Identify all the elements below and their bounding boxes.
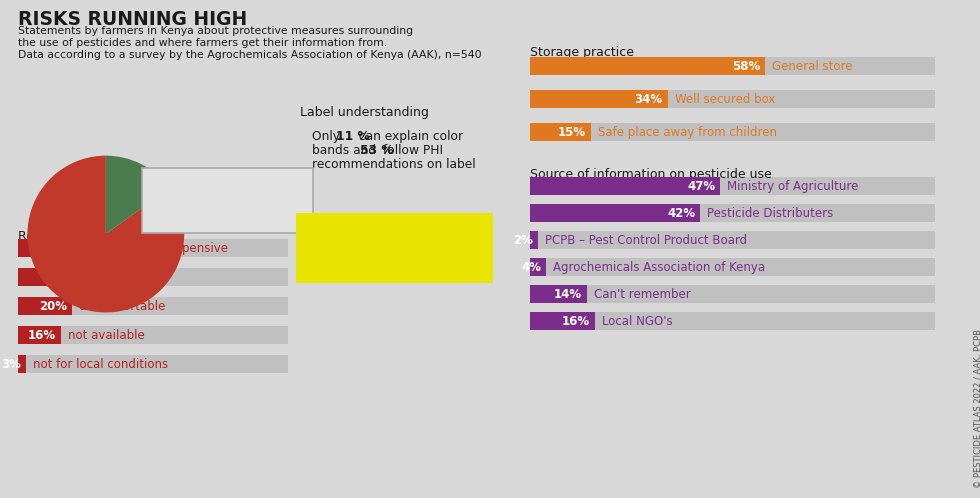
- Wedge shape: [106, 156, 170, 234]
- Text: uncomfortable: uncomfortable: [79, 299, 166, 313]
- Text: 11 %: 11 %: [336, 130, 369, 143]
- Bar: [530, 312, 595, 330]
- Bar: [18, 239, 161, 257]
- Text: 16%: 16%: [562, 315, 590, 328]
- Bar: [18, 297, 72, 315]
- Bar: [530, 57, 765, 75]
- Text: Safe place away from children: Safe place away from children: [598, 125, 777, 138]
- Bar: [530, 231, 935, 249]
- Text: 15%: 15%: [558, 125, 586, 138]
- Bar: [18, 355, 288, 373]
- Bar: [18, 268, 82, 286]
- Bar: [530, 177, 935, 195]
- Bar: [530, 258, 935, 276]
- Text: Can't remember: Can't remember: [594, 287, 691, 300]
- Text: 47%: 47%: [687, 179, 715, 193]
- Bar: [18, 326, 288, 344]
- Text: the use of pesticides and where farmers get their information from.: the use of pesticides and where farmers …: [18, 38, 387, 48]
- Bar: [530, 231, 538, 249]
- Text: bands and: bands and: [312, 144, 380, 157]
- Bar: [530, 123, 591, 141]
- Bar: [530, 312, 935, 330]
- Text: Source of information on pesticide use: Source of information on pesticide use: [530, 168, 772, 181]
- Wedge shape: [27, 156, 184, 312]
- Text: 24%: 24%: [50, 270, 77, 283]
- Text: can explain color: can explain color: [355, 130, 464, 143]
- Text: © PESTICIDE ATLAS 2022 / AAK, PCPB: © PESTICIDE ATLAS 2022 / AAK, PCPB: [974, 329, 980, 488]
- Text: recommendations on label: recommendations on label: [312, 158, 475, 171]
- Text: Data according to a survey by the Agrochemicals Association of Kenya (AAK), n=54: Data according to a survey by the Agroch…: [18, 50, 481, 60]
- Text: 34%: 34%: [635, 93, 662, 106]
- Text: not available: not available: [69, 329, 145, 342]
- Text: 53 %: 53 %: [360, 144, 394, 157]
- Text: 58%: 58%: [732, 59, 760, 73]
- Text: Local NGO's: Local NGO's: [602, 315, 672, 328]
- Text: 14%: 14%: [554, 287, 582, 300]
- Bar: [530, 204, 935, 222]
- Bar: [530, 90, 667, 108]
- Text: unnecessary: unnecessary: [90, 270, 165, 283]
- Bar: [530, 258, 546, 276]
- Bar: [18, 268, 288, 286]
- Text: Agrochemicals Association of Kenya: Agrochemicals Association of Kenya: [553, 260, 765, 273]
- Bar: [530, 285, 935, 303]
- Bar: [530, 177, 720, 195]
- Text: full protective gear: full protective gear: [158, 202, 309, 216]
- Text: not for local conditions: not for local conditions: [33, 358, 169, 371]
- Text: Statements by farmers in Kenya about protective measures surrounding: Statements by farmers in Kenya about pro…: [18, 26, 414, 36]
- Bar: [18, 297, 288, 315]
- Bar: [530, 90, 935, 108]
- Text: 42%: 42%: [667, 207, 695, 220]
- Text: Ministry of Agriculture: Ministry of Agriculture: [727, 179, 858, 193]
- Bar: [18, 355, 26, 373]
- Text: 4%: 4%: [521, 260, 541, 273]
- Text: use: use: [158, 188, 185, 202]
- Bar: [530, 285, 587, 303]
- Bar: [530, 123, 935, 141]
- Text: RISKS RUNNING HIGH: RISKS RUNNING HIGH: [18, 10, 247, 29]
- Text: expensive: expensive: [169, 242, 228, 254]
- Bar: [530, 204, 700, 222]
- Text: 2%: 2%: [514, 234, 533, 247]
- Bar: [530, 57, 935, 75]
- Text: Pesticide Distributers: Pesticide Distributers: [708, 207, 833, 220]
- Text: 53%: 53%: [128, 242, 156, 254]
- Text: Only 15 %: Only 15 %: [158, 174, 236, 188]
- Text: PCPB – Pest Control Product Board: PCPB – Pest Control Product Board: [545, 234, 747, 247]
- Bar: [18, 239, 288, 257]
- Text: 20%: 20%: [39, 299, 67, 313]
- Text: 3%: 3%: [1, 358, 22, 371]
- Text: follow PHI: follow PHI: [379, 144, 443, 157]
- Text: 16%: 16%: [28, 329, 56, 342]
- Text: General store: General store: [772, 59, 853, 73]
- Text: Reasons for not using: Reasons for not using: [18, 230, 154, 243]
- Text: Only: Only: [312, 130, 344, 143]
- Text: Storage practice: Storage practice: [530, 46, 634, 59]
- Text: Well secured box: Well secured box: [674, 93, 775, 106]
- Text: Label understanding: Label understanding: [300, 106, 429, 119]
- Bar: [18, 326, 61, 344]
